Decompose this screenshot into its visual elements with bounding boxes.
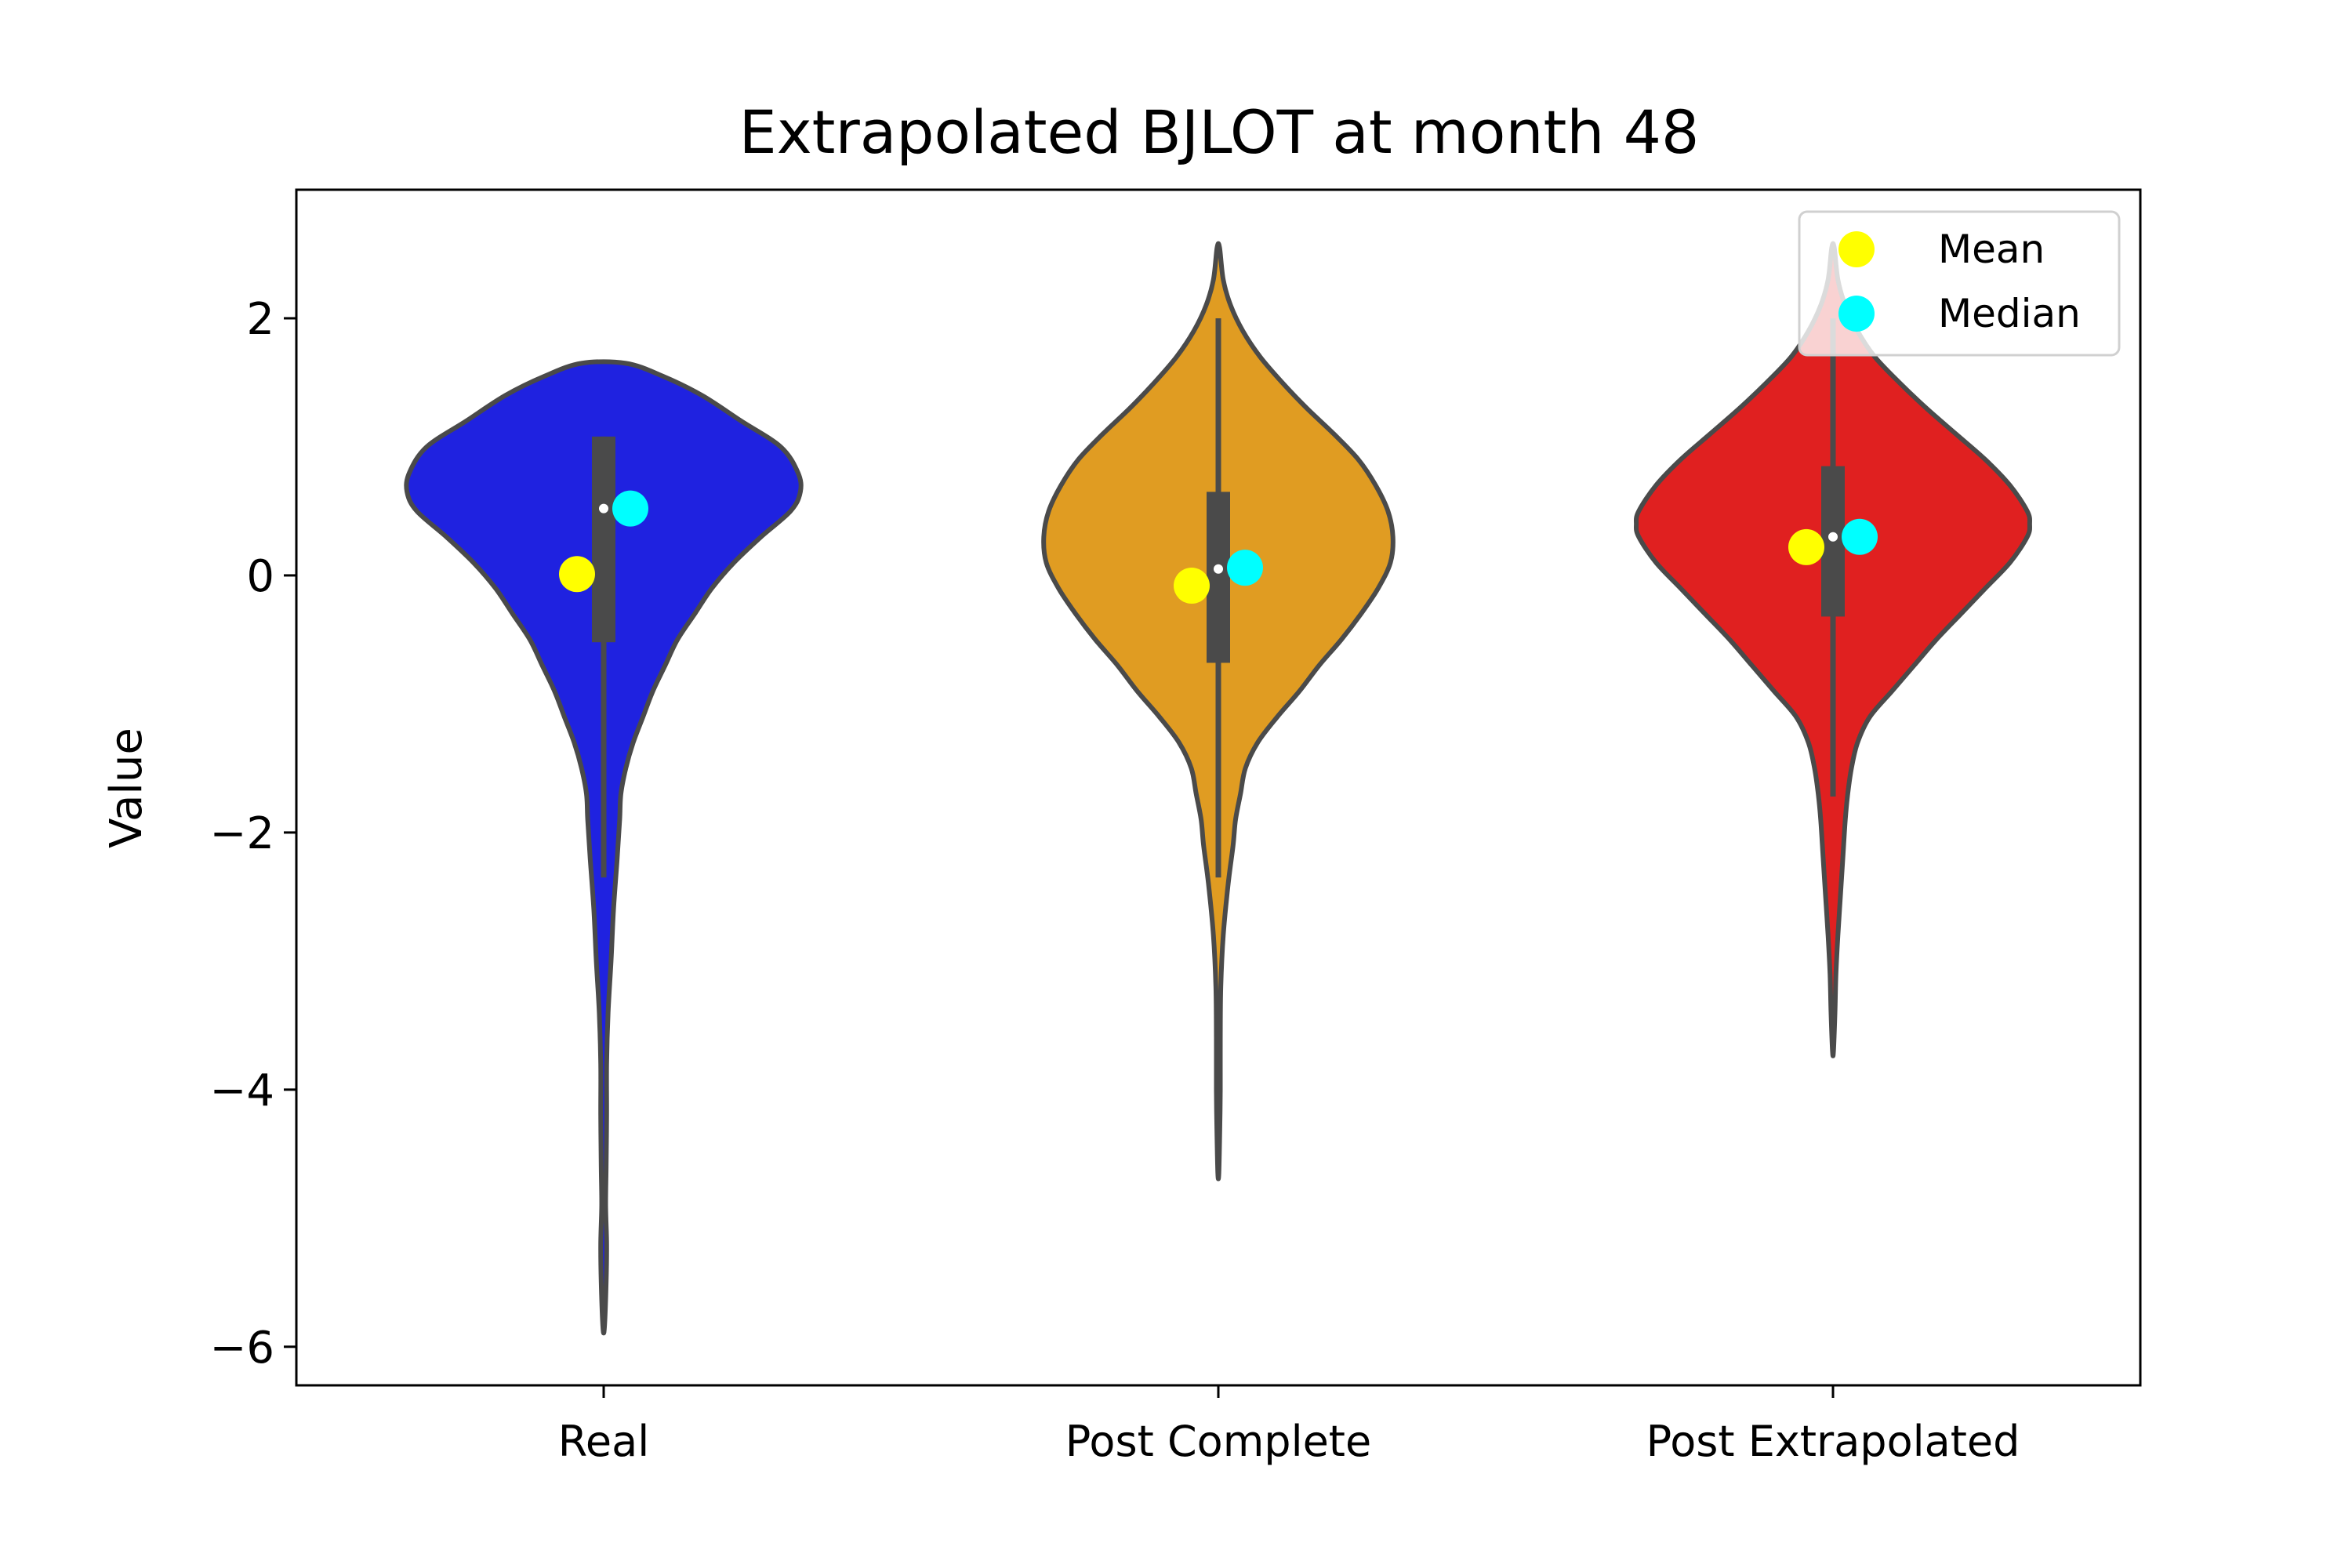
y-tick-label: 2: [246, 294, 274, 345]
violin-post-complete: [1041, 241, 1396, 1181]
violin-post-extrapolated: [1634, 241, 2032, 1058]
y-axis-label: Value: [101, 728, 152, 848]
y-tick-label: −2: [209, 808, 274, 859]
median-dot-real: [599, 503, 608, 514]
legend-label-mean: Mean: [1938, 227, 2045, 272]
x-tick-label: Post Extrapolated: [1646, 1417, 2020, 1466]
markers-group: [559, 490, 1878, 604]
median-marker-post-extrapolated: [1842, 518, 1878, 555]
chart-title: Extrapolated BJLOT at month 48: [739, 97, 1700, 167]
x-tick-label: Real: [558, 1417, 649, 1466]
mean-marker-post-extrapolated: [1788, 528, 1824, 565]
legend-swatch-median: [1838, 296, 1875, 332]
x-tick-label: Post Complete: [1065, 1417, 1371, 1466]
legend: Mean Median: [1798, 210, 2121, 357]
mean-marker-post-complete: [1174, 568, 1210, 604]
median-marker-real: [612, 490, 648, 527]
y-axis: 2 0 −2 −4 −6: [209, 294, 296, 1374]
mean-marker-real: [559, 556, 595, 593]
violins-group: [404, 241, 2032, 1336]
median-dot-post-complete: [1214, 564, 1223, 574]
legend-box: [1798, 210, 2121, 357]
median-marker-post-complete: [1227, 550, 1263, 586]
legend-label-median: Median: [1938, 291, 2081, 336]
legend-swatch-mean: [1838, 231, 1875, 267]
y-tick-label: −6: [209, 1323, 274, 1374]
y-tick-label: 0: [246, 551, 274, 602]
y-tick-label: −4: [209, 1065, 274, 1116]
median-dot-post-extrapolated: [1828, 532, 1838, 542]
violin-real: [404, 359, 804, 1336]
iqr-box-post-complete: [1207, 492, 1230, 663]
x-axis: Real Post Complete Post Extrapolated: [558, 1385, 2020, 1466]
iqr-box-real: [592, 436, 615, 643]
